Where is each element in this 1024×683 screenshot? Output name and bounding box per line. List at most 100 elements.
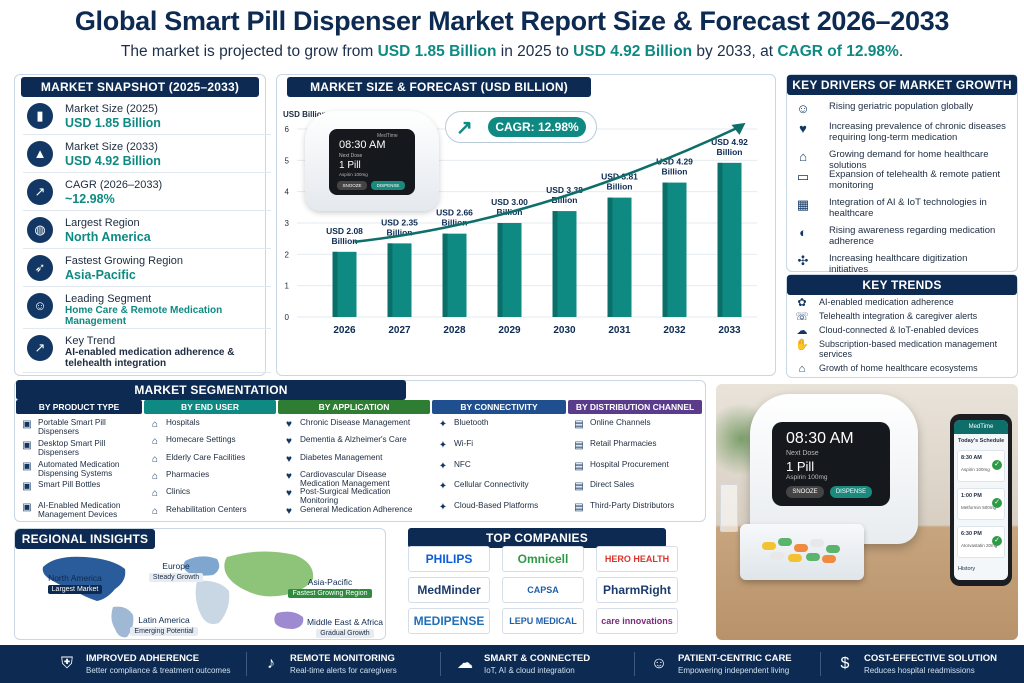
- segment-item: ▤ Direct Sales: [572, 480, 700, 501]
- footer-item-title: REMOTE MONITORING: [290, 653, 395, 664]
- footer-item-subtitle: IoT, AI & cloud integration: [484, 666, 575, 675]
- segment-item: ♥ Dementia & Alzheimer's Care: [282, 435, 428, 452]
- segment-column: BY APPLICATION ♥ Chronic Disease Managemen…: [278, 400, 430, 518]
- driver-item: ✣ Increasing healthcare digitization init…: [793, 253, 1015, 277]
- driver-item: ◐ Rising awareness regarding medication a…: [793, 225, 1015, 249]
- footer-item-title: PATIENT-CENTRIC CARE: [678, 653, 792, 664]
- australia-shape: [274, 611, 304, 629]
- footer-separator: [440, 652, 441, 676]
- trend-item: ✋ Subscription-based medication managemen…: [793, 339, 1015, 359]
- y-tick-label: 5: [285, 156, 290, 165]
- bar-chart-icon: ▮: [27, 103, 53, 129]
- companies-heading: TOP COMPANIES: [408, 528, 666, 548]
- segment-item-icon: ⌂: [151, 488, 159, 500]
- segment-item-icon: ♥: [286, 419, 292, 430]
- y-tick-label: 2: [285, 250, 290, 259]
- y-tick-label: 3: [285, 219, 290, 228]
- segment-item-icon: ⌂: [151, 505, 159, 517]
- footer-bar: ⛨ IMPROVED ADHERENCE Better compliance & t…: [0, 645, 1024, 683]
- footer-item-subtitle: Reduces hospital readmissions: [864, 666, 975, 675]
- snapshot-value: USD 4.92 Billion: [65, 154, 161, 168]
- cagr-badge: ↗ CAGR: 12.98%: [445, 111, 597, 143]
- home-icon: ⌂: [799, 149, 807, 164]
- segment-item: ♥ Post-Surgical Medication Monitoring: [282, 487, 428, 505]
- north-america-shape: [42, 556, 126, 601]
- segment-item-icon: ▣: [22, 481, 32, 493]
- snapshot-label: Leading Segment: [65, 293, 152, 305]
- chart-device-next: Next Dose: [339, 153, 363, 159]
- segment-item: ✦ Wi-Fi: [436, 439, 564, 460]
- x-tick-label: 2030: [553, 325, 576, 336]
- segment-item-text: Wi-Fi: [454, 438, 474, 448]
- data-label: USD 2.66 Billion: [436, 208, 473, 228]
- x-tick-label: 2033: [718, 325, 741, 336]
- segment-item-icon: ▤: [574, 439, 584, 451]
- segment-item-text: NFC: [454, 459, 471, 469]
- region-latin-america: Latin America Emerging Potential: [125, 615, 203, 636]
- segment-item: ▤ Online Channels: [572, 418, 700, 439]
- page-subtitle: The market is projected to grow from USD…: [120, 43, 904, 60]
- company-logo: HERO HEALTH: [596, 546, 678, 572]
- segment-item-text: Online Channels: [590, 418, 651, 427]
- hand-pill-icon: ✋: [795, 339, 809, 351]
- x-tick-label: 2028: [443, 325, 466, 336]
- device-screen: 08:30 AM Next Dose 1 Pill Aspirin 100mg …: [772, 422, 890, 506]
- segment-item-icon: ▤: [574, 481, 584, 493]
- growth-chart-icon: ↗: [456, 117, 473, 139]
- segment-item-icon: ♥: [286, 471, 292, 482]
- driver-item: ⌂ Growing demand for home healthcare solu…: [793, 149, 1015, 173]
- footer-item-subtitle: Better compliance & treatment outcomes: [86, 666, 231, 675]
- company-name: MedMinder: [417, 583, 481, 597]
- bar-shade: [332, 251, 338, 317]
- segment-item-icon: ⌂: [151, 419, 159, 430]
- rocket-icon: ➶: [27, 255, 53, 281]
- driver-text: Growing demand for home healthcare solut…: [829, 149, 989, 171]
- trend-item: ☏ Telehealth integration & caregiver aler…: [793, 311, 1015, 325]
- segment-item-text: Direct Sales: [590, 480, 635, 490]
- segment-item-text: Cellular Connectivity: [454, 480, 529, 490]
- y-axis-label: USD Billion: [283, 110, 327, 119]
- region-europe: Europe Steady Growth: [143, 561, 209, 582]
- footer-separator: [820, 652, 821, 676]
- snapshot-label: Market Size (2025): [65, 103, 158, 115]
- device-snooze-button[interactable]: SNOOZE: [786, 486, 824, 498]
- snapshot-label: Market Size (2033): [65, 141, 158, 153]
- x-tick-label: 2029: [498, 325, 521, 336]
- company-name: MEDIPENSE: [413, 614, 485, 628]
- network-icon: ✣: [797, 253, 809, 268]
- segment-item: ▣ Desktop Smart Pill Dispensers: [20, 439, 140, 460]
- device-dispense-button[interactable]: DISPENSE: [830, 486, 872, 498]
- footer-separator: [634, 652, 635, 676]
- segment-item: ✦ NFC: [436, 460, 564, 481]
- driver-item: ▭ Expansion of telehealth & remote patien…: [793, 169, 1015, 193]
- schedule-item[interactable]: 1:00 PM Metformin 500mg ✓: [957, 488, 1005, 520]
- segment-item-text: Elderly Care Facilities: [166, 452, 246, 462]
- schedule-item[interactable]: 6:30 PM Atorvastatin 20mg ✓: [957, 526, 1005, 558]
- chart-device-snooze: SNOOZE: [337, 181, 367, 190]
- trends-panel: KEY TRENDS ✿ AI-enabled medication adhere…: [786, 274, 1018, 378]
- device-time: 08:30 AM: [786, 430, 854, 447]
- footer-item: $ COST-EFFECTIVE SOLUTION Reduces hospital…: [834, 645, 1014, 683]
- house-icon: ⌂: [798, 363, 806, 375]
- trend-item: ☁ Cloud-connected & IoT-enabled devices: [793, 325, 1015, 339]
- schedule-drug: Atorvastatin 20mg: [961, 543, 998, 548]
- segment-item: ♥ Chronic Disease Management: [282, 418, 428, 435]
- segment-item-text: Diabetes Management: [300, 452, 383, 462]
- segment-item-text: Cardiovascular Disease Medication Manage…: [300, 470, 390, 488]
- bar-shade: [662, 182, 668, 317]
- footer-item-subtitle: Empowering independent living: [678, 666, 790, 675]
- snapshot-value: Asia-Pacific: [65, 268, 136, 282]
- company-name: LEPU MEDICAL: [509, 616, 577, 626]
- driver-text: Rising geriatric population globally: [829, 101, 974, 112]
- forecast-panel: MARKET SIZE & FORECAST (USD BILLION) USD…: [276, 74, 776, 376]
- snapshot-value: ~12.98%: [65, 192, 115, 206]
- water-glass: [720, 484, 738, 532]
- driver-text: Increasing healthcare digitization initi…: [829, 253, 968, 275]
- schedule-item[interactable]: 8:30 AM Aspirin 100mg ✓: [957, 450, 1005, 482]
- driver-text: Increasing prevalence of chronic disease…: [829, 121, 1006, 143]
- segment-item-text: Cloud-Based Platforms: [454, 501, 539, 511]
- segment-item-text: Portable Smart Pill Dispensers: [38, 418, 106, 436]
- phone-history[interactable]: History: [958, 566, 976, 572]
- device-drug: Aspirin 100mg: [786, 474, 828, 481]
- phone: MedTime Today's Schedule History 8:30 AM…: [950, 414, 1012, 586]
